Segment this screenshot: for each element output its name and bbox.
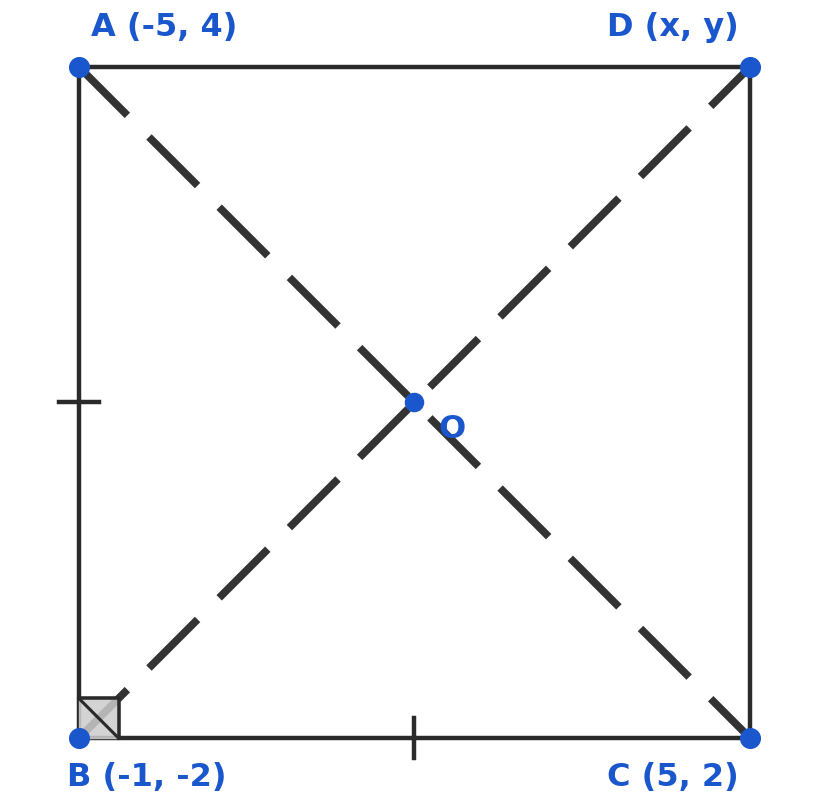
Point xyxy=(407,396,421,409)
Text: B (-1, -2): B (-1, -2) xyxy=(67,762,226,793)
Text: A (-5, 4): A (-5, 4) xyxy=(90,12,237,43)
Text: D (x, y): D (x, y) xyxy=(606,12,738,43)
Point xyxy=(72,732,85,745)
Point xyxy=(743,732,756,745)
Polygon shape xyxy=(79,698,118,738)
Point xyxy=(72,60,85,73)
Text: C (5, 2): C (5, 2) xyxy=(606,762,738,793)
Point xyxy=(743,60,756,73)
Text: O: O xyxy=(438,415,465,445)
